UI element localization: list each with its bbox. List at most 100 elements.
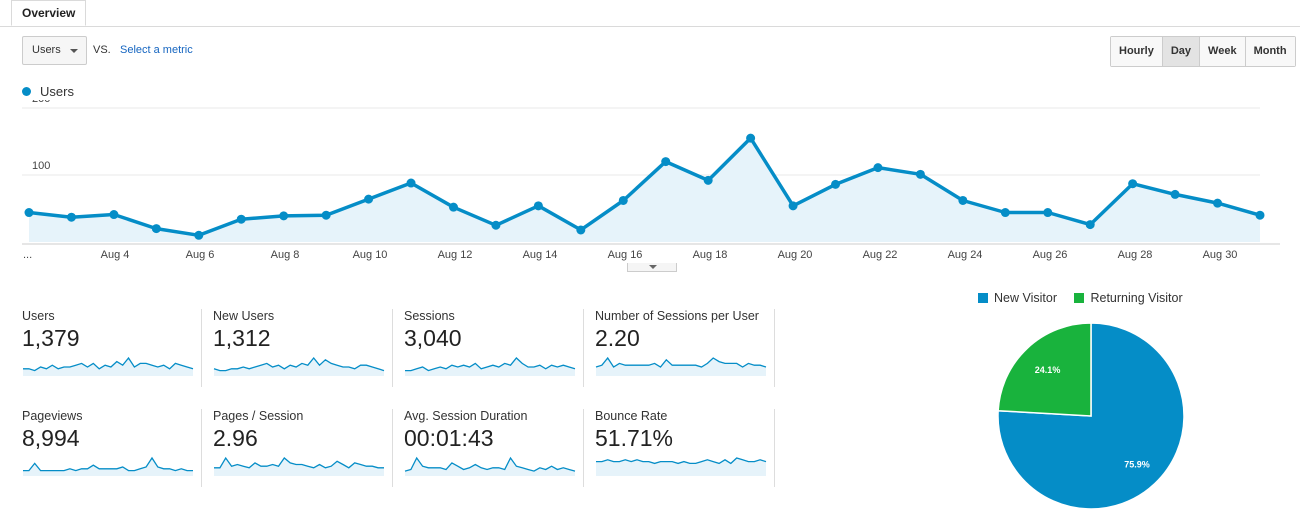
users-line-chart[interactable]: 100 200... Aug 4 Aug 6 Aug 8 Aug 10 Aug 12 Aug … — [0, 100, 1300, 265]
x-tick-label: Aug 22 — [863, 249, 898, 261]
legend-dot-icon — [22, 87, 31, 96]
sparkline-line — [214, 456, 384, 469]
x-tick-label: Aug 6 — [186, 249, 215, 261]
metric-label: Sessions — [404, 309, 455, 323]
x-tick-label: Aug 20 — [778, 249, 813, 261]
data-point[interactable] — [279, 211, 289, 221]
metric-card[interactable]: Pages / Session 2.96 — [213, 409, 393, 487]
data-point[interactable] — [533, 201, 543, 211]
data-point[interactable] — [1170, 189, 1180, 199]
vs-label: VS. — [93, 44, 111, 56]
metric-label: Pages / Session — [213, 409, 304, 423]
x-tick-label: Aug 18 — [693, 249, 728, 261]
sparkline — [214, 456, 384, 476]
data-point[interactable] — [1085, 220, 1095, 230]
metric-card[interactable]: Pageviews 8,994 — [22, 409, 202, 487]
metric-label: Pageviews — [22, 409, 83, 423]
data-point[interactable] — [1255, 210, 1265, 220]
data-point[interactable] — [661, 157, 671, 167]
data-point[interactable] — [364, 194, 374, 204]
metric-card[interactable]: Number of Sessions per User 2.20 — [595, 309, 775, 387]
metric-label: New Users — [213, 309, 275, 323]
sparkline — [595, 356, 767, 376]
data-point[interactable] — [406, 178, 416, 188]
data-point[interactable] — [1043, 208, 1053, 218]
x-tick-label: ... — [23, 249, 32, 261]
metric-card[interactable]: New Users 1,312 — [213, 309, 393, 387]
metric-value: 8,994 — [22, 425, 80, 451]
metric-card[interactable]: Users 1,379 — [22, 309, 202, 387]
data-point[interactable] — [958, 195, 968, 205]
legend-label-users: Users — [40, 84, 74, 99]
sparkline-area — [214, 458, 384, 476]
sparkline-line — [23, 356, 194, 372]
data-point[interactable] — [831, 179, 841, 189]
x-tick-label: Aug 12 — [438, 249, 473, 261]
x-tick-label: Aug 4 — [101, 249, 130, 261]
data-point[interactable] — [915, 169, 925, 179]
visitor-pie-chart[interactable]: 75.9% 24.1% — [995, 320, 1187, 512]
data-point[interactable] — [66, 212, 76, 222]
data-point[interactable] — [788, 201, 798, 211]
metric-label: Users — [22, 309, 55, 323]
metric-label: Bounce Rate — [595, 409, 668, 423]
metric-value: 2.96 — [213, 425, 258, 451]
granularity-month-button[interactable]: Month — [1244, 37, 1295, 66]
metric-card[interactable]: Sessions 3,040 — [404, 309, 584, 387]
data-point[interactable] — [151, 224, 161, 234]
pie-slice-label: 24.1% — [1035, 365, 1061, 375]
metric-select[interactable]: Users — [22, 36, 87, 65]
granularity-week-button[interactable]: Week — [1199, 37, 1245, 66]
legend-swatch-returning-visitor — [1074, 293, 1085, 303]
legend-swatch-new-visitor — [978, 293, 988, 303]
metric-card[interactable]: Bounce Rate 51.71% — [595, 409, 775, 487]
sparkline — [405, 357, 576, 376]
metric-select-value: Users — [32, 44, 61, 56]
data-point[interactable] — [873, 163, 883, 173]
sparkline — [404, 456, 576, 476]
sparkline-line — [23, 456, 193, 472]
x-tick-label: Aug 28 — [1118, 249, 1153, 261]
granularity-toggle: Hourly Day Week Month — [1110, 36, 1296, 67]
data-point[interactable] — [1128, 179, 1138, 189]
data-point[interactable] — [618, 195, 628, 205]
select-metric-link[interactable]: Select a metric — [120, 44, 193, 56]
granularity-day-button[interactable]: Day — [1161, 37, 1200, 66]
tab-bar: Overview — [0, 0, 1300, 27]
sparkline-area — [23, 358, 193, 376]
data-point[interactable] — [194, 230, 204, 240]
pie-slice-new-visitor[interactable] — [997, 322, 1185, 510]
x-tick-label: Aug 30 — [1203, 249, 1238, 261]
collapse-chart-button[interactable] — [627, 263, 677, 272]
metric-value: 2.20 — [595, 325, 640, 351]
x-tick-label: Aug 10 — [353, 249, 388, 261]
metric-value: 1,379 — [22, 325, 80, 351]
data-point[interactable] — [1000, 208, 1010, 218]
data-point[interactable] — [448, 202, 458, 212]
granularity-hourly-button[interactable]: Hourly — [1111, 37, 1162, 66]
pie-slice-label: 75.9% — [1124, 460, 1150, 470]
data-point[interactable] — [321, 210, 331, 220]
data-point[interactable] — [703, 175, 713, 185]
sparkline-line — [213, 356, 385, 372]
metric-card[interactable]: Avg. Session Duration 00:01:43 — [404, 409, 584, 487]
legend-label-new-visitor: New Visitor — [994, 291, 1057, 305]
data-point[interactable] — [576, 225, 586, 235]
data-point[interactable] — [491, 220, 501, 230]
data-point[interactable] — [746, 133, 756, 143]
x-tick-label: Aug 16 — [608, 249, 643, 261]
sparkline-line — [404, 456, 576, 472]
data-point[interactable] — [1213, 198, 1223, 208]
metric-label: Number of Sessions per User — [595, 309, 759, 323]
sparkline-line — [595, 356, 767, 368]
x-tick-label: Aug 26 — [1033, 249, 1068, 261]
metric-value: 1,312 — [213, 325, 271, 351]
metric-value: 3,040 — [404, 325, 462, 351]
data-point[interactable] — [236, 214, 246, 224]
caret-down-icon — [649, 265, 657, 269]
tab-overview[interactable]: Overview — [11, 0, 87, 26]
data-point[interactable] — [24, 208, 34, 218]
data-point[interactable] — [109, 210, 119, 220]
users-line — [28, 136, 1261, 238]
pie-slice-returning-visitor[interactable] — [997, 322, 1092, 417]
